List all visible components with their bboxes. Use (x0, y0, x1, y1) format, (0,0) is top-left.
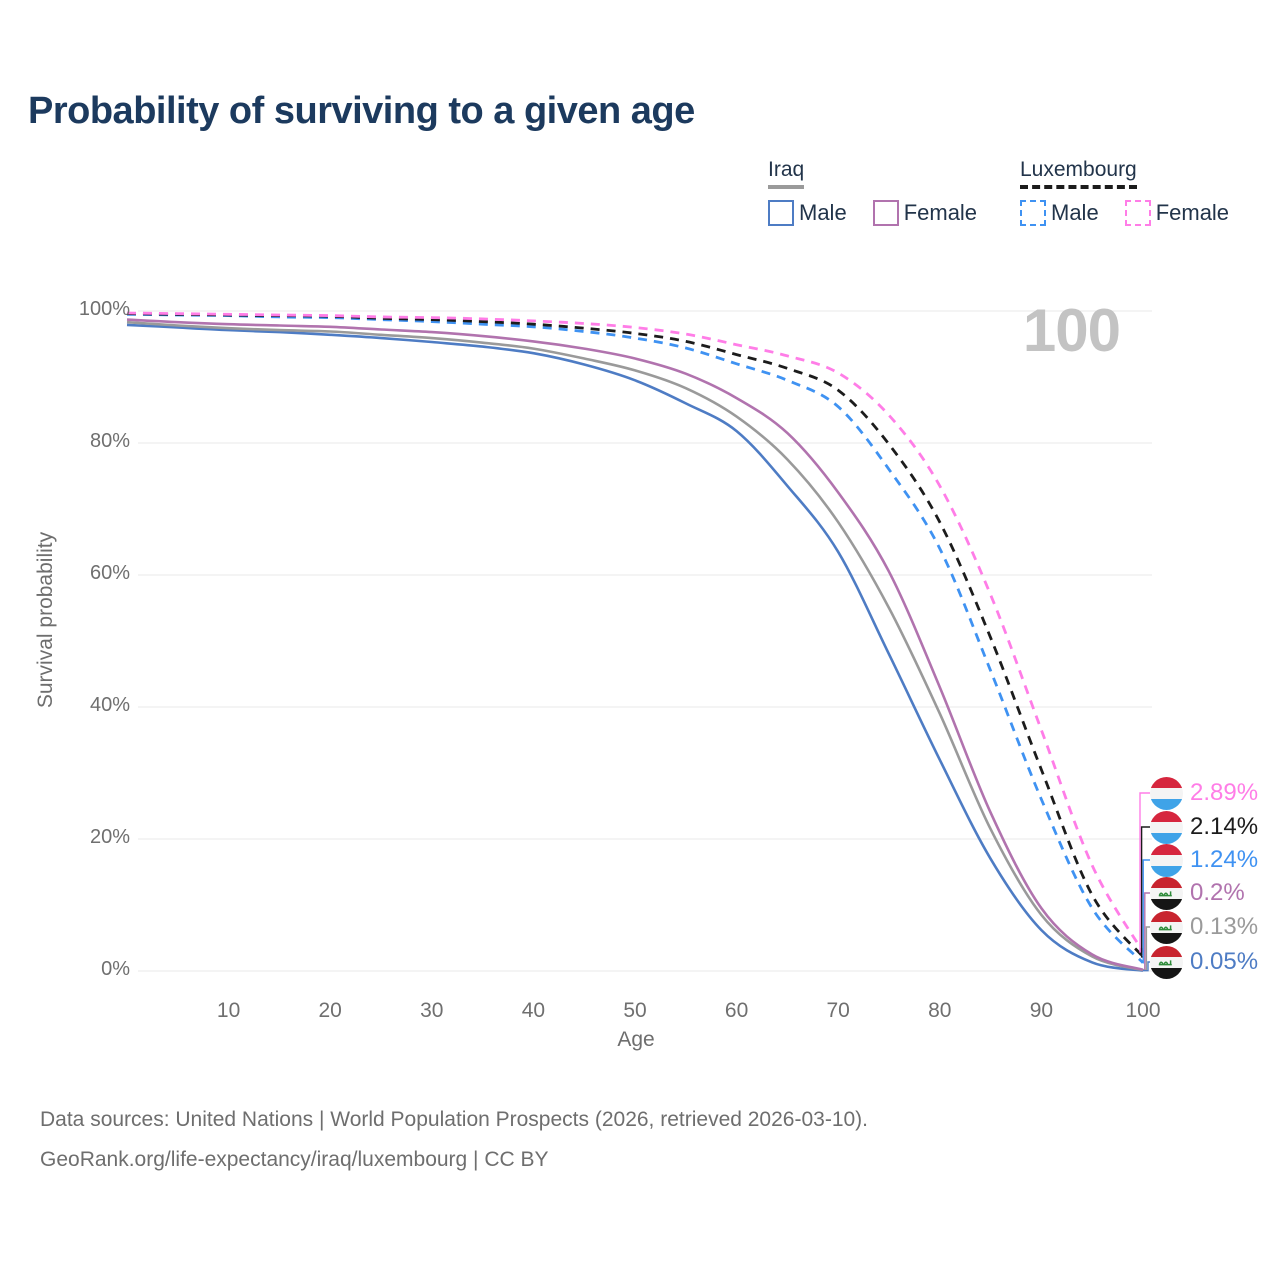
leader-line (1139, 792, 1150, 953)
legend-item-iraq-male[interactable]: Male (768, 200, 847, 226)
end-label-value: 2.14% (1190, 813, 1259, 840)
end-label-row: 0.05% (1150, 945, 1258, 979)
end-label-value: 2.89% (1190, 779, 1259, 806)
hover-age-watermark: 100 (1022, 297, 1121, 364)
end-label-value: 0.13% (1190, 913, 1259, 940)
footer-sources: Data sources: United Nations | World Pop… (40, 1108, 869, 1131)
leader-line (1143, 961, 1150, 972)
y-axis-title: Survival probability (34, 531, 57, 709)
x-tick-50: 50 (623, 999, 647, 1022)
dashed-line-swatch-icon (1124, 200, 1151, 226)
x-tick-40: 40 (521, 999, 546, 1022)
y-tick-60pct: 60% (89, 562, 130, 584)
y-tick-20pct: 20% (89, 826, 130, 848)
solid-line-swatch-icon (872, 200, 899, 226)
leader-line (1143, 926, 1150, 971)
luxembourg-female-line[interactable] (126, 311, 1145, 953)
luxembourg-male-line[interactable] (126, 312, 1145, 964)
footer-attribution: GeoRank.org/life-expectancy/iraq/luxembo… (40, 1148, 549, 1171)
end-label-row: 0.13% (1150, 910, 1258, 944)
luxembourg-both-line[interactable] (126, 312, 1145, 958)
end-label-value: 1.24% (1190, 846, 1259, 873)
iraq-both-line[interactable] (126, 320, 1144, 972)
end-label-row: 1.24% (1150, 843, 1258, 877)
end-label-value: 0.05% (1190, 948, 1259, 975)
legend-item-label: Male (799, 200, 847, 225)
x-axis-title: Age (617, 1028, 655, 1051)
end-label-value: 0.2% (1190, 879, 1245, 906)
page-title: Probability of surviving to a given age (28, 90, 695, 132)
leader-line (1140, 826, 1150, 958)
y-tick-0pct: 0% (101, 958, 130, 980)
iraq-male-line[interactable] (126, 323, 1144, 972)
legend-item-luxembourg-female[interactable]: Female (1124, 200, 1230, 226)
x-tick-100: 100 (1125, 999, 1161, 1022)
iraq-female-line[interactable] (126, 318, 1144, 971)
end-label-row: 0.2% (1150, 876, 1245, 910)
legend-group-luxembourg: Luxembourg Male Female (1020, 158, 1229, 226)
luxembourg-flag-icon (1150, 810, 1183, 844)
iraq-flag-icon (1150, 945, 1183, 979)
y-tick-40pct: 40% (89, 694, 130, 716)
legend-item-luxembourg-male[interactable]: Male (1020, 200, 1099, 226)
end-label-row: 2.14% (1150, 810, 1258, 844)
x-tick-60: 60 (724, 999, 749, 1022)
legend-item-label: Female (1155, 200, 1230, 225)
legend-item-label: Male (1051, 200, 1099, 225)
x-tick-30: 30 (420, 999, 444, 1022)
y-tick-100pct: 100% (78, 298, 130, 320)
x-tick-80: 80 (928, 999, 952, 1022)
solid-line-swatch-icon (768, 200, 794, 226)
legend-item-iraq-female[interactable]: Female (872, 200, 978, 226)
x-tick-20: 20 (318, 999, 342, 1022)
x-tick-10: 10 (216, 999, 241, 1022)
legend-header-iraq[interactable]: Iraq (768, 158, 805, 189)
y-tick-80pct: 80% (89, 430, 130, 452)
leader-line (1142, 859, 1150, 964)
legend-item-label: Female (903, 200, 978, 225)
end-label-row: 2.89% (1150, 776, 1258, 810)
x-tick-70: 70 (826, 999, 850, 1022)
dashed-line-swatch-icon (1020, 200, 1046, 226)
legend-group-iraq: Iraq Male Female (768, 158, 977, 226)
x-tick-90: 90 (1029, 999, 1054, 1022)
leader-line (1143, 892, 1150, 971)
luxembourg-flag-icon (1150, 776, 1183, 810)
legend-header-luxembourg[interactable]: Luxembourg (1020, 158, 1137, 189)
iraq-flag-icon (1150, 876, 1183, 910)
iraq-flag-icon (1150, 910, 1183, 944)
luxembourg-flag-icon (1150, 843, 1183, 877)
